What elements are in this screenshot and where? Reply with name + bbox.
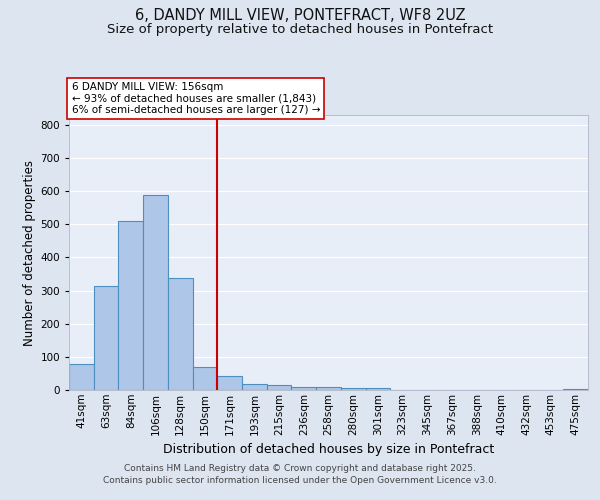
Text: Size of property relative to detached houses in Pontefract: Size of property relative to detached ho… xyxy=(107,22,493,36)
Bar xyxy=(341,388,365,390)
Bar xyxy=(193,367,217,390)
Bar xyxy=(267,385,292,390)
X-axis label: Distribution of detached houses by size in Pontefract: Distribution of detached houses by size … xyxy=(163,443,494,456)
Bar xyxy=(168,278,193,390)
Bar xyxy=(242,384,267,390)
Bar xyxy=(217,376,242,390)
Bar xyxy=(292,386,316,390)
Text: Contains public sector information licensed under the Open Government Licence v3: Contains public sector information licen… xyxy=(103,476,497,485)
Text: Contains HM Land Registry data © Crown copyright and database right 2025.: Contains HM Land Registry data © Crown c… xyxy=(124,464,476,473)
Bar xyxy=(316,388,341,390)
Text: 6 DANDY MILL VIEW: 156sqm
← 93% of detached houses are smaller (1,843)
6% of sem: 6 DANDY MILL VIEW: 156sqm ← 93% of detac… xyxy=(71,82,320,115)
Bar xyxy=(69,364,94,390)
Bar xyxy=(143,194,168,390)
Bar xyxy=(563,388,588,390)
Bar xyxy=(94,286,118,390)
Bar xyxy=(118,221,143,390)
Text: 6, DANDY MILL VIEW, PONTEFRACT, WF8 2UZ: 6, DANDY MILL VIEW, PONTEFRACT, WF8 2UZ xyxy=(134,8,466,22)
Bar xyxy=(365,388,390,390)
Y-axis label: Number of detached properties: Number of detached properties xyxy=(23,160,36,346)
